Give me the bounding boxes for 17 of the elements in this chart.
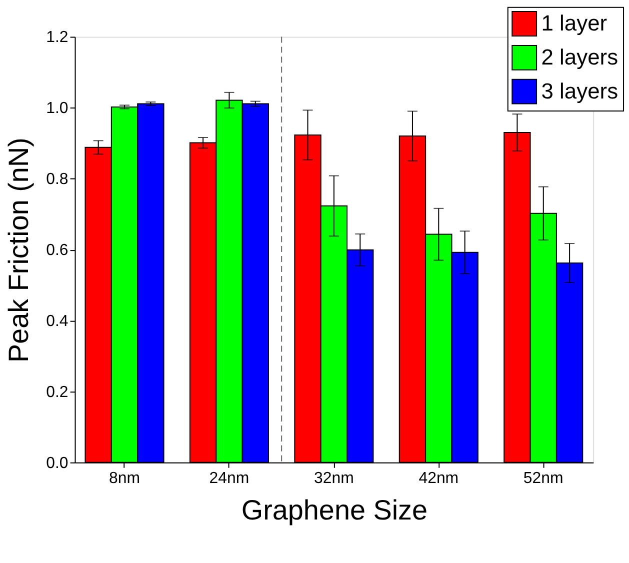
x-tick-label: 32nm bbox=[314, 470, 354, 487]
y-tick-label: 1.2 bbox=[46, 29, 68, 46]
x-tick-label: 52nm bbox=[523, 470, 564, 487]
legend-label: 2 layers bbox=[541, 44, 618, 70]
x-tick-label: 8nm bbox=[108, 470, 140, 487]
y-tick-label: 0.0 bbox=[46, 454, 68, 472]
y-axis-title: Peak Friction (nN) bbox=[3, 138, 34, 362]
y-tick-label: 0.4 bbox=[46, 312, 68, 330]
y-tick-label: 1.0 bbox=[46, 100, 68, 118]
y-tick-label: 0.2 bbox=[46, 384, 68, 401]
legend-label: 1 layer bbox=[541, 10, 608, 36]
y-tick-label: 0.8 bbox=[46, 171, 68, 188]
x-tick-label: 42nm bbox=[418, 470, 459, 487]
x-tick-label: 24nm bbox=[209, 470, 250, 487]
legend-label: 3 layers bbox=[541, 78, 618, 104]
y-tick-label: 0.6 bbox=[46, 242, 68, 260]
x-axis-title: Graphene Size bbox=[241, 494, 428, 526]
